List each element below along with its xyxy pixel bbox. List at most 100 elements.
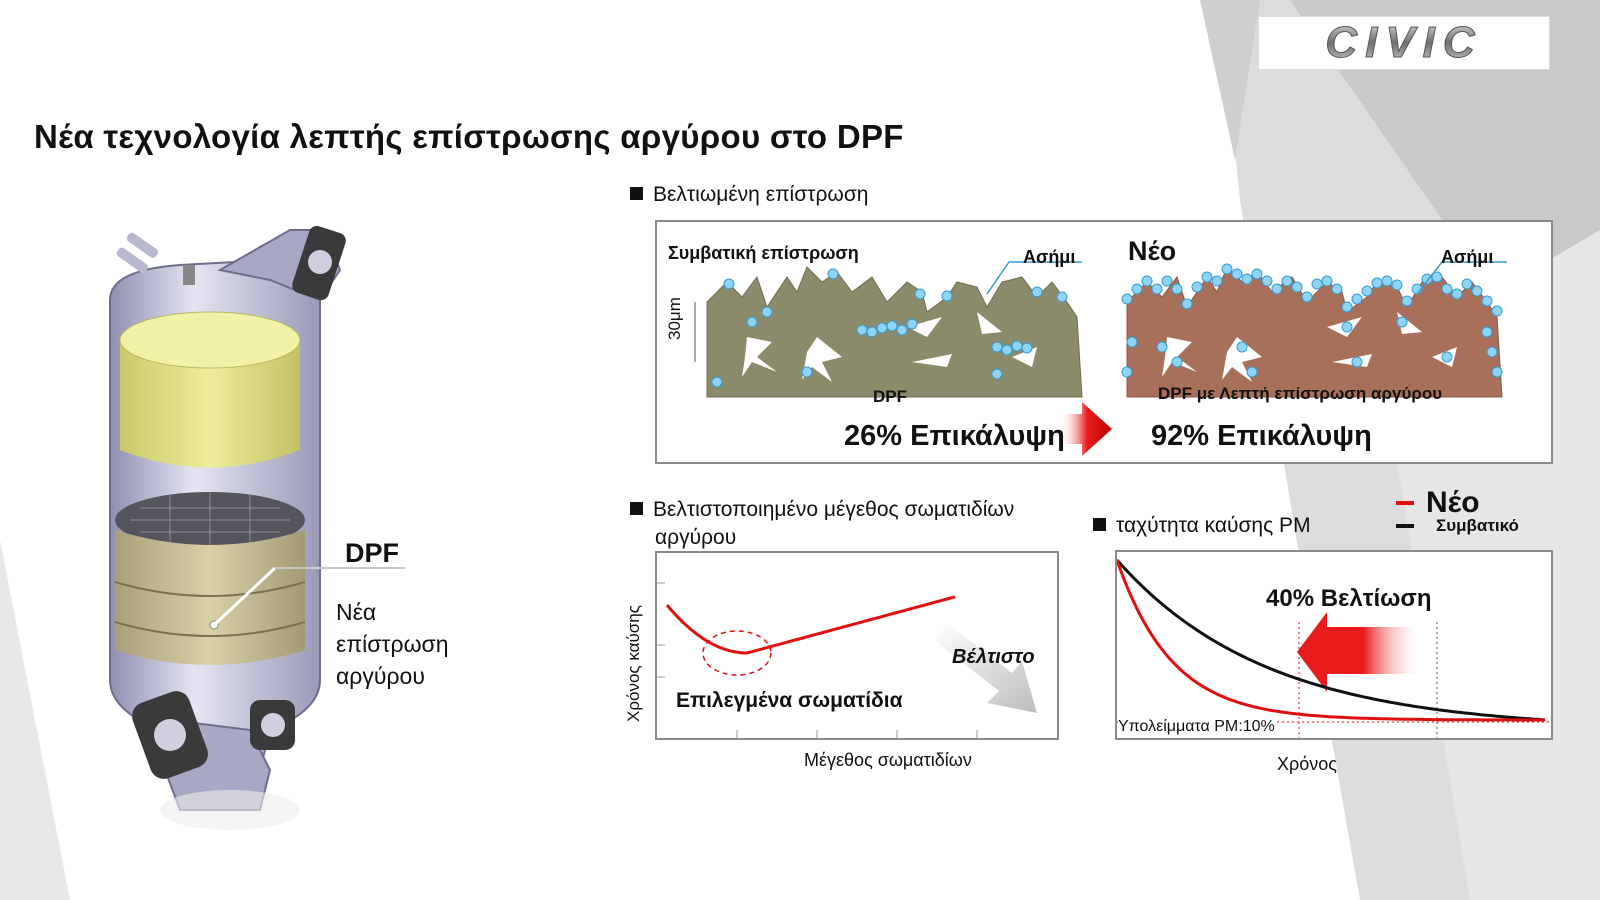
silver-particle [1031,286,1043,298]
silver-particle [711,376,723,388]
silver-particle [1441,351,1453,363]
silver-particle [1421,273,1433,285]
silver-particle [1341,321,1353,333]
silver-particle [1291,281,1303,293]
silver-particle [1351,356,1363,368]
dpf-callout-text: Νέα επίστρωση αργύρου [336,596,449,692]
particle-y-axis-label: Χρόνος καύσης [624,605,643,722]
selected-particles-label: Επιλεγμένα σωματίδια [676,689,903,712]
bullet-square-icon [1093,518,1106,531]
particle-section-heading: Βελτιστοποιημένο μέγεθος σωματιδίων αργύ… [630,496,1014,552]
silver-particle [1311,278,1323,290]
coating-section-heading: Βελτιωμένη επίστρωση [630,183,868,207]
new-substrate-label: DPF με Λεπτή επίστρωση αργύρου [1158,384,1443,403]
improvement-arrow-icon [1297,612,1417,692]
silver-particle [991,368,1003,380]
silver-particle [1331,283,1343,295]
silver-particle [1441,283,1453,295]
silver-particle [1126,336,1138,348]
silver-label-right: Ασήμι [1441,247,1494,267]
silver-particle [723,278,735,290]
bullet-square-icon [630,187,643,200]
scale-label: 30μm [665,297,684,340]
silver-particle [1156,341,1168,353]
particle-chart-frame [655,551,1059,740]
silver-particle [941,290,953,302]
silver-particle [886,320,898,332]
silver-particle [827,268,839,280]
silver-particle [1121,293,1133,305]
silver-particle [1161,275,1173,287]
silver-particle [1191,281,1203,293]
pm-section-heading: ταχύτητα καύσης PM [1093,514,1311,538]
silver-particle [1211,275,1223,287]
silver-particle [1351,293,1363,305]
silver-particle [1281,275,1293,287]
silver-particle [1056,291,1068,303]
silver-particle [1486,346,1498,358]
silver-particle [1401,295,1413,307]
silver-particle [1131,283,1143,295]
callout-line: επίστρωση [336,631,449,657]
new-curve [1117,559,1545,722]
silver-particle [914,288,926,300]
dpf-callout-title: DPF [345,538,399,568]
silver-particle [1321,275,1333,287]
silver-particle [801,366,813,378]
silver-particle [1261,275,1273,287]
legend-swatch-conventional [1396,524,1414,528]
pm-legend: Νέο Συμβατικό [1396,486,1519,536]
silver-particle [761,306,773,318]
bullet-square-icon [630,502,643,515]
coating-diagram [694,261,1507,456]
legend-label-new: Νέο [1426,486,1480,519]
silver-particle [1361,285,1373,297]
silver-particle [1151,283,1163,295]
silver-particle [1461,278,1473,290]
silver-particle [1221,263,1233,275]
civic-logo: CIVIC [1258,16,1550,70]
silver-particle [1391,279,1403,291]
callout-line: Νέα [336,599,377,625]
silver-particle [1141,275,1153,287]
silver-particle [1021,342,1033,354]
selected-particles-ellipse [702,630,772,676]
particle-x-axis-label: Μέγεθος σωματιδίων [804,750,972,770]
optimal-label: Βέλτιστο [952,646,1035,668]
legend-label-conventional: Συμβατικό [1436,516,1519,535]
conventional-substrate-label: DPF [873,387,907,406]
silver-particle [1491,366,1503,378]
silver-particle [1471,285,1483,297]
silver-particle [1231,268,1243,280]
silver-particle [1451,288,1463,300]
silver-particle [1241,273,1253,285]
silver-particle [1011,340,1023,352]
dpf-illustration [109,225,405,830]
silver-particle [876,322,888,334]
silver-particle [1171,283,1183,295]
silver-particle [746,316,758,328]
new-coating-title: Νέο [1128,236,1177,266]
silver-particle [1236,341,1248,353]
silver-particle [1251,268,1263,280]
conventional-curve [1117,559,1546,722]
page-title: Νέα τεχνολογία λεπτής επίστρωσης αργύρου… [34,118,904,155]
silver-particle [1246,366,1258,378]
particle-size-chart [657,582,1037,738]
silver-particle [1181,298,1193,310]
silver-particle [1301,291,1313,303]
silver-particle [1371,277,1383,289]
silver-particle [1481,326,1493,338]
conventional-coverage: 26% Επικάλυψη [844,420,1065,452]
callout-line: αργύρου [336,663,425,689]
improvement-arrow-icon [1062,402,1112,456]
legend-swatch-new [1396,501,1414,505]
optimal-arrow-icon [935,623,1037,713]
svg-text:CIVIC: CIVIC [1325,18,1482,67]
silver-particle [866,326,878,338]
silver-particle [1481,295,1493,307]
pm-residue-label: Υπολείμματα PM:10% [1118,718,1275,736]
silver-particle [1381,275,1393,287]
silver-particle [1001,344,1013,356]
silver-particle [1491,305,1503,317]
